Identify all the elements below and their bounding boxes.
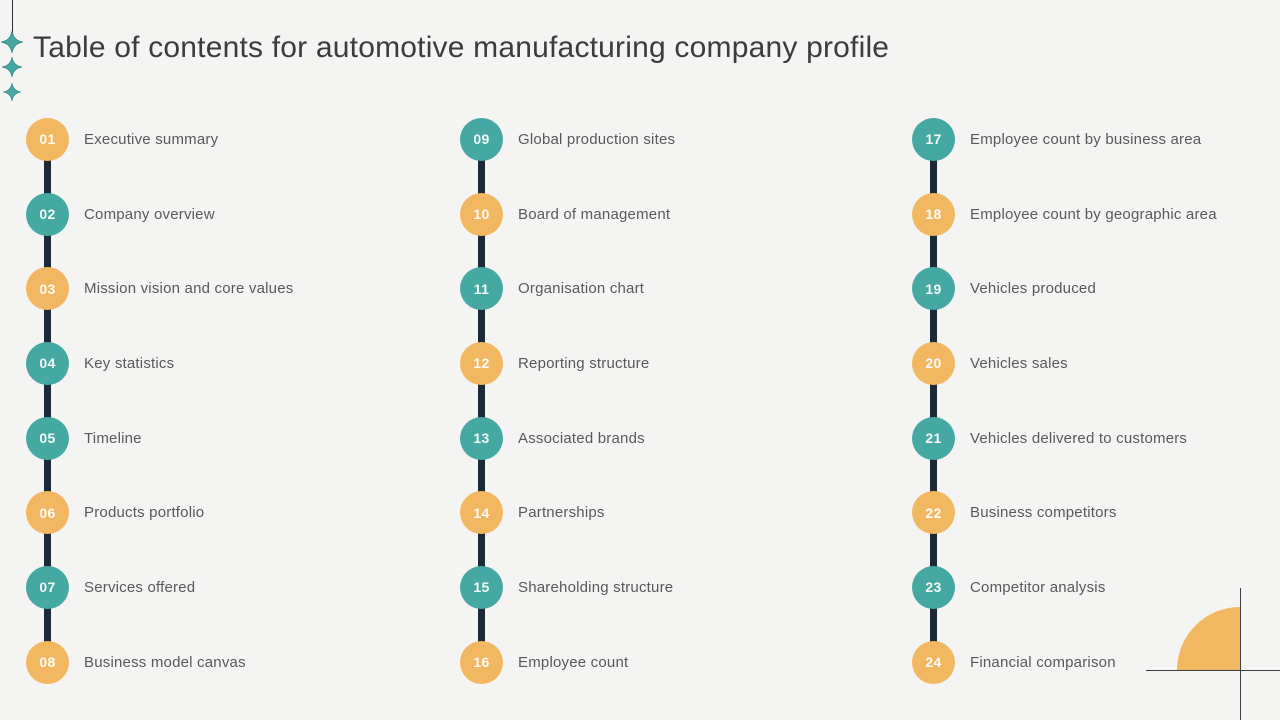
- toc-item: 24 Financial comparison: [912, 625, 1280, 700]
- toc-item-number-badge: 12: [460, 341, 503, 385]
- toc-item-number-badge: 08: [26, 640, 69, 684]
- corner-horizontal-line: [1146, 670, 1280, 671]
- sparkle-icon: [1, 31, 23, 53]
- timeline-connector: [478, 139, 485, 662]
- toc-item-label: Services offered: [84, 578, 196, 596]
- sparkle-icon: [2, 57, 22, 77]
- toc-item-label: Organisation chart: [518, 280, 645, 298]
- toc-item: 10 Board of management: [460, 177, 880, 252]
- top-left-decoration: [0, 0, 40, 110]
- toc-item: 02 Company overview: [26, 177, 446, 252]
- timeline-connector: [44, 139, 51, 662]
- toc-item-number-badge: 10: [460, 192, 503, 236]
- toc-item-label: Global production sites: [518, 130, 676, 148]
- toc-item: 05 Timeline: [26, 401, 446, 476]
- toc-item-label: Partnerships: [518, 504, 605, 522]
- toc-item-label: Employee count by business area: [970, 130, 1202, 148]
- toc-item-number-badge: 13: [460, 416, 503, 460]
- toc-item-number-badge: 21: [912, 416, 955, 460]
- toc-item-label: Reporting structure: [518, 354, 650, 372]
- toc-item-number-badge: 15: [460, 565, 503, 609]
- toc-item-number-badge: 19: [912, 267, 955, 311]
- toc-column-3: 17 Employee count by business area 18 Emplo…: [912, 102, 1280, 700]
- toc-item-number-badge: 06: [26, 491, 69, 535]
- toc-item-label: Employee count by geographic area: [970, 205, 1217, 223]
- toc-item-label: Associated brands: [518, 429, 645, 447]
- sparkle-icon: [3, 83, 21, 101]
- toc-item-label: Mission vision and core values: [84, 280, 294, 298]
- toc-item-number-badge: 07: [26, 565, 69, 609]
- toc-item-label: Board of management: [518, 205, 671, 223]
- toc-item-label: Vehicles delivered to customers: [970, 429, 1188, 447]
- toc-item: 23 Competitor analysis: [912, 550, 1280, 625]
- toc-item-number-badge: 04: [26, 341, 69, 385]
- toc-item-label: Company overview: [84, 205, 215, 223]
- toc-item-label: Business competitors: [970, 504, 1117, 522]
- toc-item: 03 Mission vision and core values: [26, 251, 446, 326]
- toc-item: 09 Global production sites: [460, 102, 880, 177]
- toc-item: 18 Employee count by geographic area: [912, 177, 1280, 252]
- toc-item-label: Business model canvas: [84, 653, 246, 671]
- page-title: Table of contents for automotive manufac…: [33, 31, 890, 64]
- toc-item: 12 Reporting structure: [460, 326, 880, 401]
- toc-item-label: Shareholding structure: [518, 578, 674, 596]
- toc-item: 21 Vehicles delivered to customers: [912, 401, 1280, 476]
- toc-item: 04 Key statistics: [26, 326, 446, 401]
- toc-item-number-badge: 24: [912, 640, 955, 684]
- toc-item-number-badge: 01: [26, 117, 69, 161]
- toc-item-label: Key statistics: [84, 354, 175, 372]
- decoration-vertical-line: [12, 0, 13, 36]
- toc-item: 13 Associated brands: [460, 401, 880, 476]
- toc-item-number-badge: 03: [26, 267, 69, 311]
- toc-item: 11 Organisation chart: [460, 251, 880, 326]
- toc-item-number-badge: 18: [912, 192, 955, 236]
- toc-item: 15 Shareholding structure: [460, 550, 880, 625]
- toc-item-number-badge: 02: [26, 192, 69, 236]
- toc-item: 01 Executive summary: [26, 102, 446, 177]
- toc-item-number-badge: 14: [460, 491, 503, 535]
- toc-item: 14 Partnerships: [460, 475, 880, 550]
- toc-item: 19 Vehicles produced: [912, 251, 1280, 326]
- toc-column-2: 09 Global production sites 10 Board of mana…: [460, 102, 880, 700]
- toc-item-label: Timeline: [84, 429, 142, 447]
- toc-item-label: Vehicles sales: [970, 354, 1068, 372]
- toc-item-number-badge: 11: [460, 267, 503, 311]
- toc-item-number-badge: 22: [912, 491, 955, 535]
- toc-item: 22 Business competitors: [912, 475, 1280, 550]
- toc-item: 08 Business model canvas: [26, 625, 446, 700]
- toc-item-label: Employee count: [518, 653, 629, 671]
- toc-item-label: Products portfolio: [84, 504, 205, 522]
- toc-item-label: Executive summary: [84, 130, 219, 148]
- toc-item-number-badge: 17: [912, 117, 955, 161]
- corner-vertical-line: [1240, 588, 1241, 720]
- toc-item-label: Competitor analysis: [970, 578, 1106, 596]
- toc-item: 16 Employee count: [460, 625, 880, 700]
- toc-item-number-badge: 16: [460, 640, 503, 684]
- toc-item: 20 Vehicles sales: [912, 326, 1280, 401]
- timeline-connector: [930, 139, 937, 662]
- toc-item: 07 Services offered: [26, 550, 446, 625]
- toc-column-1: 01 Executive summary 02 Company overview 03 M…: [26, 102, 446, 700]
- toc-item: 17 Employee count by business area: [912, 102, 1280, 177]
- toc-item-number-badge: 05: [26, 416, 69, 460]
- toc-item-number-badge: 09: [460, 117, 503, 161]
- toc-item-label: Financial comparison: [970, 653, 1116, 671]
- toc-item-number-badge: 20: [912, 341, 955, 385]
- toc-item: 06 Products portfolio: [26, 475, 446, 550]
- toc-item-number-badge: 23: [912, 565, 955, 609]
- toc-item-label: Vehicles produced: [970, 280, 1096, 298]
